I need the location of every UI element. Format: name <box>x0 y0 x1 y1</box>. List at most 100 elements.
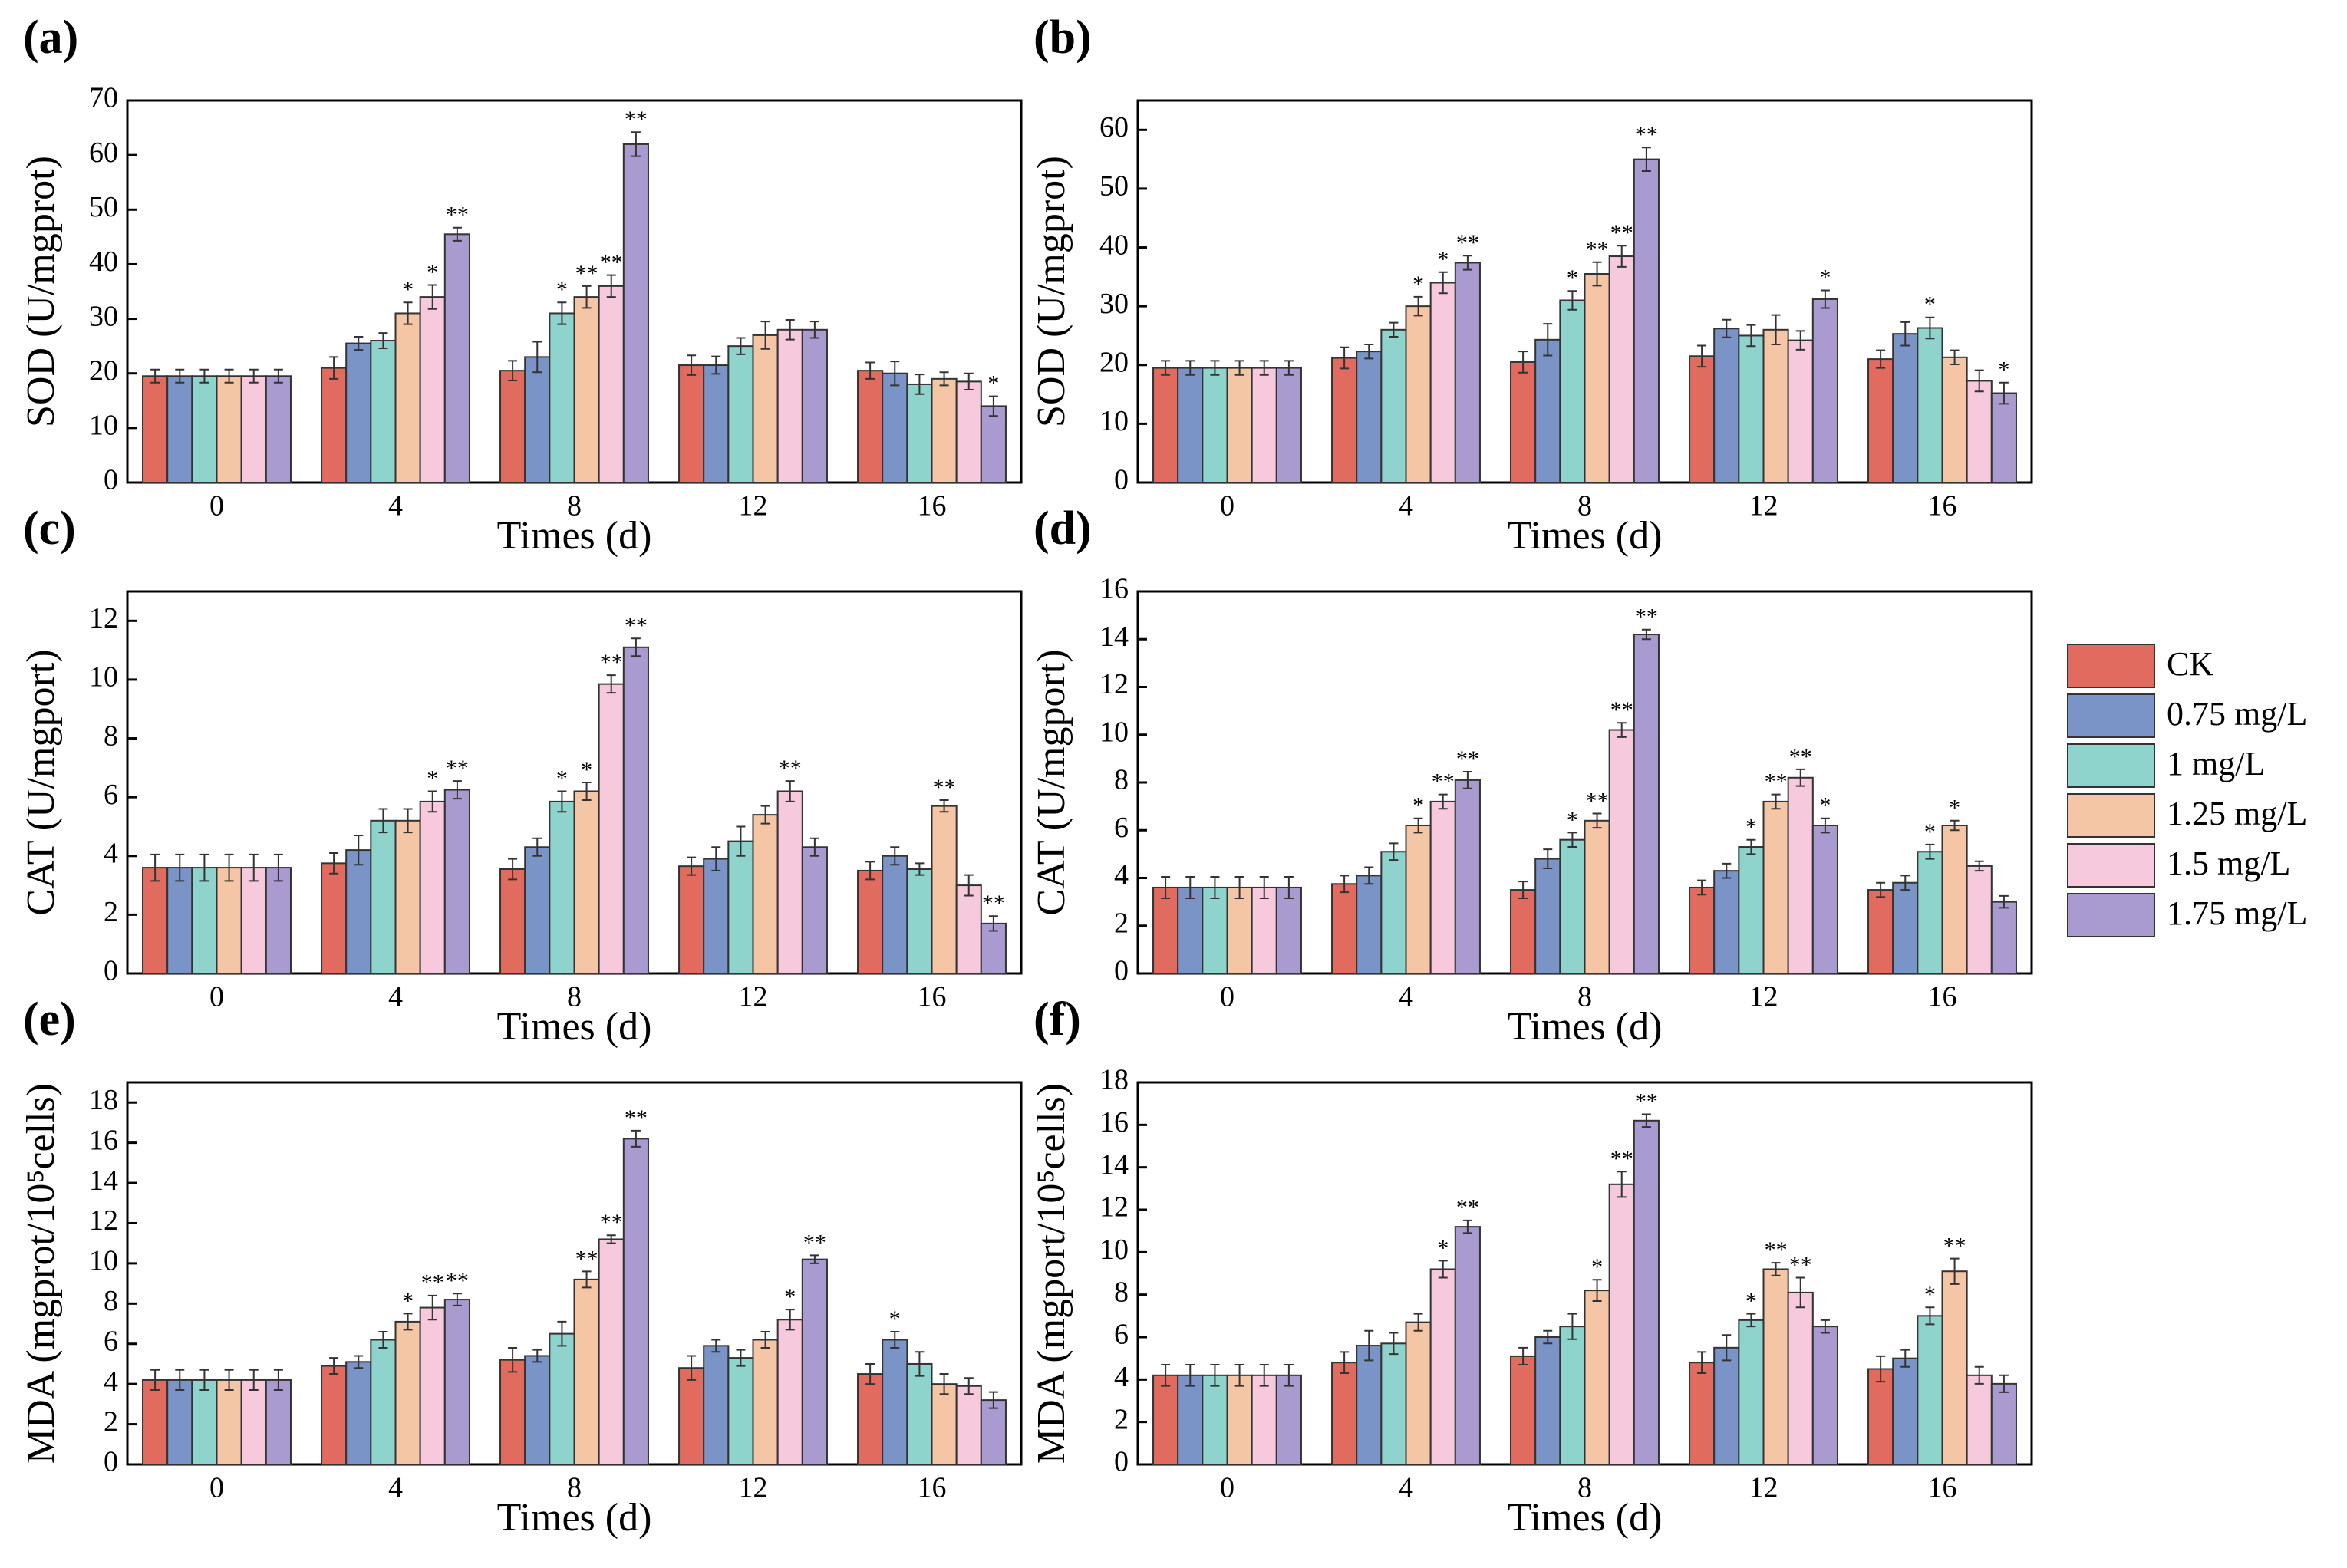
significance-label: * <box>1567 807 1578 832</box>
y-tick-label: 12 <box>89 1204 118 1237</box>
y-axis-label: MDA (mgport/10⁵cells) <box>1030 1083 1073 1464</box>
bar <box>1251 1374 1277 1466</box>
error-bar <box>1340 1351 1350 1375</box>
error-bar <box>1185 360 1195 376</box>
bar <box>622 1138 649 1466</box>
bar <box>1633 158 1660 483</box>
y-tick-label: 12 <box>89 602 118 634</box>
error-bar <box>1567 1313 1577 1340</box>
error-bar <box>1567 290 1577 311</box>
error-bar <box>606 274 616 298</box>
bar <box>524 846 551 975</box>
bar <box>265 1379 292 1465</box>
error-bar <box>785 318 795 341</box>
error-bar <box>452 1293 462 1306</box>
bar <box>1633 1119 1660 1466</box>
significance-label: ** <box>1635 1089 1658 1114</box>
bar <box>345 1361 372 1465</box>
bar <box>142 1379 169 1465</box>
bar <box>1226 367 1253 483</box>
error-bar <box>939 371 949 387</box>
error-bar <box>1284 360 1294 376</box>
error-bar <box>378 808 388 834</box>
significance-label: * <box>1819 793 1831 819</box>
error-bar <box>403 808 413 834</box>
bar <box>1559 838 1586 974</box>
significance-label: * <box>1437 1235 1449 1260</box>
x-tick-label: 0 <box>1220 981 1234 1013</box>
error-bar <box>711 846 721 871</box>
x-tick-label: 8 <box>1577 1472 1592 1504</box>
x-tick-label: 12 <box>1749 490 1778 522</box>
bar <box>1787 1291 1814 1466</box>
error-bar <box>1210 875 1220 899</box>
y-tick-label: 18 <box>1099 1064 1129 1096</box>
error-bar <box>760 805 770 825</box>
significance-label: ** <box>1610 697 1633 723</box>
bar <box>191 1379 218 1465</box>
bar <box>1990 901 2017 974</box>
error-bar <box>1364 1329 1374 1362</box>
error-bar <box>557 301 567 325</box>
error-bar <box>354 1355 364 1369</box>
bar <box>801 328 828 483</box>
bar <box>931 1383 958 1465</box>
significance-label: ** <box>1456 230 1479 255</box>
error-bar <box>1543 848 1553 870</box>
error-bar <box>1900 875 1910 891</box>
bar <box>857 869 884 975</box>
significance-label: * <box>556 277 568 302</box>
bar <box>882 855 908 975</box>
error-bar <box>249 853 259 882</box>
error-bar <box>1795 768 1805 787</box>
bar <box>1152 886 1179 974</box>
error-bar <box>329 356 339 380</box>
error-bar <box>452 780 462 800</box>
bar <box>598 285 625 483</box>
y-tick-label: 14 <box>89 1164 118 1197</box>
bar <box>1380 851 1407 974</box>
error-bar <box>890 846 900 866</box>
bar <box>549 312 575 484</box>
bar <box>1713 328 1740 484</box>
error-bar <box>1340 875 1350 894</box>
error-bar <box>890 1331 900 1349</box>
bar <box>1534 1336 1561 1465</box>
bar <box>1380 328 1407 483</box>
x-tick-label: 4 <box>388 490 403 522</box>
error-bar <box>532 341 542 374</box>
panel-label: (e) <box>23 993 76 1046</box>
bar <box>955 884 982 974</box>
bar <box>1331 1362 1358 1465</box>
bar <box>776 328 803 483</box>
bar <box>931 377 958 484</box>
bar <box>1917 851 1943 974</box>
error-bar <box>1925 316 1935 340</box>
error-bar <box>1185 1363 1195 1387</box>
y-axis-label: MDA (mgprot/10⁵cells) <box>19 1083 63 1464</box>
error-bar <box>1795 1276 1805 1309</box>
y-tick-label: 60 <box>89 137 118 169</box>
error-bar <box>1900 321 1910 347</box>
error-bar <box>1389 842 1399 861</box>
error-bar <box>175 853 185 882</box>
bar <box>678 1367 705 1465</box>
y-tick-label: 0 <box>104 464 118 496</box>
y-tick-label: 30 <box>1099 288 1129 320</box>
y-tick-label: 18 <box>89 1084 118 1116</box>
significance-label: ** <box>1456 746 1479 772</box>
bar <box>370 1339 397 1466</box>
x-tick-label: 16 <box>918 490 947 522</box>
error-bar <box>199 1369 209 1392</box>
error-bar <box>273 1369 283 1392</box>
error-bar <box>606 1234 616 1244</box>
error-bar <box>964 1377 974 1395</box>
error-bar <box>1185 875 1195 899</box>
error-bar <box>939 1373 949 1395</box>
bar <box>265 867 292 974</box>
significance-label: * <box>1924 1282 1936 1307</box>
error-bar <box>1389 321 1399 338</box>
y-tick-label: 6 <box>104 779 118 811</box>
y-tick-label: 16 <box>89 1124 118 1156</box>
bar <box>1892 333 1919 484</box>
